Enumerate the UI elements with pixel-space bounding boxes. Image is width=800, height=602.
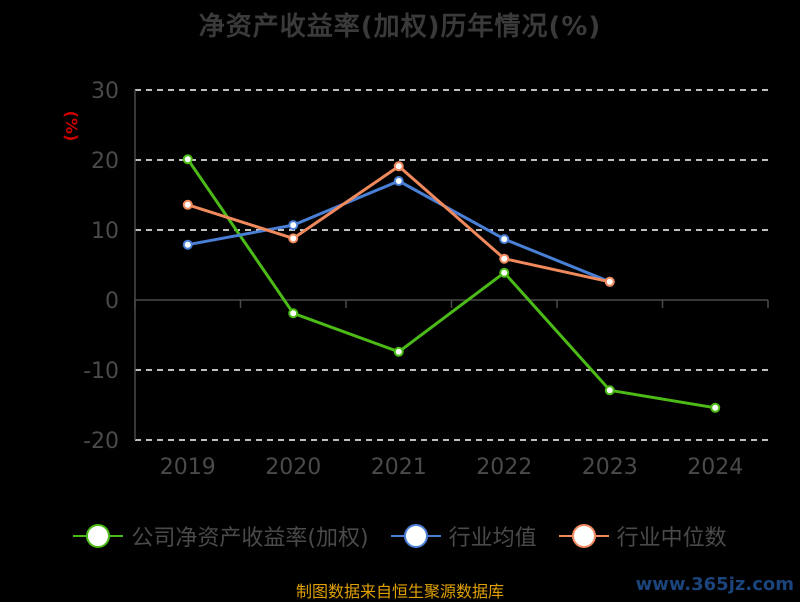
- data-point-0: [288, 308, 299, 319]
- y-tick-label: 0: [105, 289, 119, 314]
- y-tick-label: 30: [91, 79, 119, 104]
- series-line-0: [186, 158, 716, 410]
- x-tick-label: 2020: [265, 455, 321, 480]
- data-point-2: [182, 199, 193, 210]
- data-source-note: 制图数据来自恒生聚源数据库: [295, 582, 504, 601]
- data-point-1: [182, 239, 193, 250]
- y-tick-label: 20: [91, 149, 119, 174]
- y-axis-unit-label: (%): [62, 111, 81, 142]
- data-point-1: [393, 176, 404, 186]
- x-tick-label: 2024: [687, 455, 743, 480]
- data-point-2: [604, 276, 615, 287]
- legend-swatch-industry-median: [558, 524, 609, 548]
- data-point-2: [499, 253, 510, 264]
- y-tick-label: -10: [83, 359, 119, 384]
- legend-label-industry-mean: 行业均值: [448, 526, 537, 551]
- data-point-0: [393, 346, 404, 357]
- legend-swatch-company: [73, 524, 124, 548]
- legend-swatch-industry-mean: [390, 524, 441, 548]
- data-point-0: [182, 154, 193, 165]
- data-point-0: [604, 385, 615, 396]
- legend-label-industry-median: 行业中位数: [616, 526, 727, 551]
- y-tick-label: 10: [91, 219, 119, 244]
- data-point-1: [288, 220, 299, 231]
- legend-item-industry-mean[interactable]: 行业均值: [390, 520, 537, 552]
- legend-item-company[interactable]: 公司净资产收益率(加权): [73, 520, 369, 552]
- data-point-2: [393, 161, 404, 172]
- x-tick-label: 2023: [582, 455, 638, 480]
- data-point-1: [499, 234, 510, 245]
- chart-legend: 公司净资产收益率(加权) 行业均值 行业中位数: [0, 520, 800, 552]
- x-tick-label: 2022: [476, 455, 532, 480]
- data-point-0: [710, 402, 721, 413]
- watermark-logo: www.365jz.com: [635, 574, 794, 595]
- data-point-2: [288, 233, 299, 244]
- legend-item-industry-median[interactable]: 行业中位数: [558, 520, 727, 552]
- chart-title: 净资产收益率(加权)历年情况(%): [198, 12, 602, 42]
- data-point-0: [499, 267, 510, 278]
- x-tick-label: 2021: [371, 455, 427, 480]
- y-tick-label: -20: [83, 429, 119, 454]
- x-tick-label: 2019: [160, 455, 216, 480]
- legend-label-company: 公司净资产收益率(加权): [131, 526, 369, 551]
